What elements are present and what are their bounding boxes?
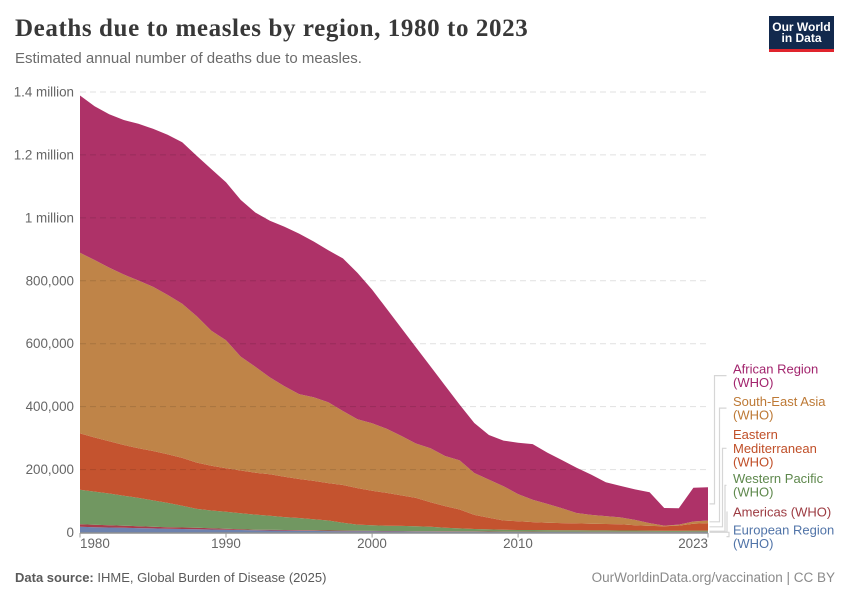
svg-text:200,000: 200,000 [26,462,74,477]
svg-text:(WHO): (WHO) [733,408,773,423]
svg-text:1990: 1990 [211,536,241,551]
svg-text:African Region: African Region [733,361,818,376]
svg-text:European Region: European Region [733,522,834,537]
svg-text:South-East Asia: South-East Asia [733,394,826,409]
svg-text:(WHO): (WHO) [733,485,773,500]
svg-text:1 million: 1 million [25,210,74,225]
svg-text:800,000: 800,000 [26,273,74,288]
svg-text:1.4 million: 1.4 million [14,85,74,100]
svg-text:Americas (WHO): Americas (WHO) [733,505,831,520]
svg-text:0: 0 [67,525,74,540]
svg-text:2023: 2023 [678,536,708,551]
svg-text:2010: 2010 [503,536,533,551]
svg-text:600,000: 600,000 [26,336,74,351]
svg-text:(WHO): (WHO) [733,375,773,390]
svg-text:400,000: 400,000 [26,399,74,414]
svg-text:Western Pacific: Western Pacific [733,471,824,486]
svg-text:2000: 2000 [357,536,387,551]
svg-text:1.2 million: 1.2 million [14,147,74,162]
svg-text:1980: 1980 [80,536,110,551]
svg-text:(WHO): (WHO) [733,455,773,470]
svg-text:Eastern: Eastern [733,427,778,442]
svg-text:Mediterranean: Mediterranean [733,441,817,456]
svg-text:(WHO): (WHO) [733,536,773,551]
